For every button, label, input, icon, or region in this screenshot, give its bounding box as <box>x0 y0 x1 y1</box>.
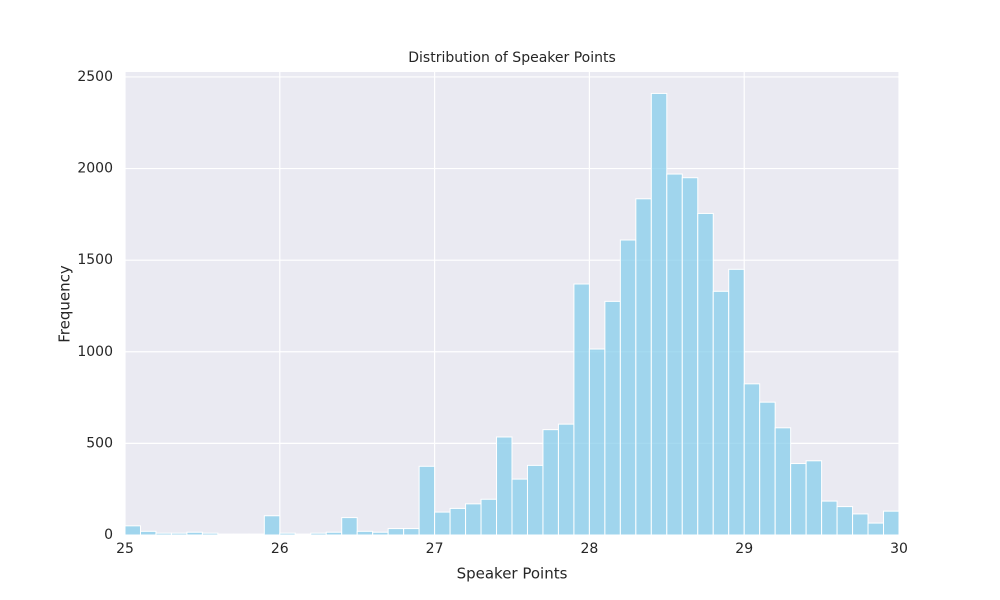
bar <box>279 532 296 536</box>
bar <box>449 507 467 536</box>
chart-title: Distribution of Speaker Points <box>408 50 616 66</box>
bar <box>496 436 513 536</box>
bar <box>465 503 482 536</box>
bar <box>170 532 188 536</box>
bar <box>341 517 358 536</box>
bar <box>186 531 203 536</box>
bar <box>774 427 792 536</box>
bar <box>434 511 451 536</box>
bar <box>403 528 420 536</box>
bar <box>294 533 312 536</box>
y-tick-label: 2000 <box>77 161 113 177</box>
x-tick-label: 28 <box>580 541 598 557</box>
bar <box>743 383 761 536</box>
x-tick-label: 30 <box>890 541 908 557</box>
bar <box>526 464 544 536</box>
x-axis-label: Speaker Points <box>457 565 568 583</box>
bar <box>418 465 436 536</box>
bar <box>217 533 234 536</box>
y-tick-label: 1500 <box>77 252 113 268</box>
bar <box>619 239 637 536</box>
x-tick-label: 26 <box>271 541 289 557</box>
bar <box>836 506 854 536</box>
bar <box>867 522 885 536</box>
x-tick-label: 25 <box>116 541 134 557</box>
bar <box>712 290 730 536</box>
bar <box>310 532 327 536</box>
bar <box>759 401 776 536</box>
bar <box>883 510 900 536</box>
y-axis-label: Frequency <box>56 265 74 343</box>
x-tick-label: 27 <box>426 541 444 557</box>
bar <box>124 525 141 536</box>
bar <box>372 531 389 536</box>
bar <box>588 348 606 536</box>
bar <box>201 532 219 536</box>
bar <box>821 500 838 536</box>
bar <box>232 533 250 536</box>
bar <box>650 92 668 536</box>
bar <box>635 198 652 536</box>
bar <box>511 478 528 536</box>
bar <box>356 530 374 536</box>
y-tick-label: 0 <box>104 527 113 543</box>
bar <box>604 300 621 536</box>
bar <box>805 460 823 536</box>
bar <box>852 513 869 536</box>
bar <box>728 268 745 536</box>
bar <box>480 498 498 536</box>
bar <box>681 177 699 536</box>
bar <box>155 532 172 536</box>
bar <box>542 429 559 536</box>
bar <box>697 212 714 536</box>
y-tick-label: 1000 <box>77 344 113 360</box>
bar <box>666 173 683 536</box>
bar <box>139 530 157 536</box>
bar <box>557 423 575 536</box>
bar <box>325 531 343 536</box>
y-tick-label: 2500 <box>77 69 113 85</box>
bar <box>387 528 405 536</box>
bar <box>573 283 590 536</box>
bar <box>263 515 281 536</box>
y-tick-label: 500 <box>86 435 113 451</box>
bar <box>248 533 265 536</box>
bar <box>790 463 807 536</box>
x-tick-label: 29 <box>735 541 753 557</box>
